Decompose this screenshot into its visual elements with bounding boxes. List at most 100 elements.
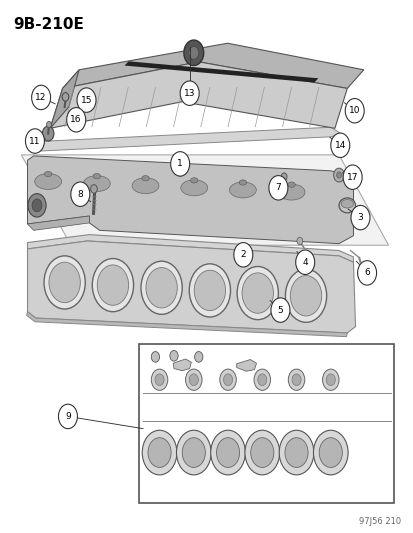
Text: 97J56 210: 97J56 210 (358, 517, 400, 526)
Circle shape (350, 205, 369, 230)
Circle shape (268, 175, 287, 200)
Circle shape (189, 374, 198, 385)
Circle shape (270, 298, 289, 322)
Circle shape (223, 374, 232, 385)
Circle shape (180, 81, 199, 106)
Polygon shape (27, 216, 89, 230)
Text: 9B-210E: 9B-210E (13, 17, 84, 31)
Circle shape (216, 438, 239, 467)
Circle shape (182, 438, 205, 467)
Circle shape (42, 126, 54, 141)
Circle shape (344, 99, 363, 123)
Circle shape (333, 168, 344, 182)
Circle shape (242, 273, 273, 313)
Circle shape (71, 182, 90, 206)
Circle shape (74, 117, 80, 124)
Circle shape (194, 352, 202, 362)
Circle shape (250, 438, 273, 467)
Text: 1: 1 (177, 159, 183, 168)
Ellipse shape (340, 199, 353, 208)
Circle shape (66, 108, 85, 132)
Circle shape (291, 374, 300, 385)
Polygon shape (50, 70, 79, 128)
Circle shape (46, 122, 51, 128)
Text: 16: 16 (70, 115, 82, 124)
Text: 15: 15 (81, 95, 92, 104)
Circle shape (44, 256, 85, 309)
Ellipse shape (142, 175, 149, 181)
Text: 13: 13 (183, 88, 195, 98)
Text: 12: 12 (36, 93, 47, 102)
Polygon shape (21, 155, 388, 245)
Circle shape (219, 369, 236, 390)
Circle shape (169, 351, 178, 361)
Ellipse shape (180, 180, 207, 196)
Polygon shape (26, 312, 347, 337)
Circle shape (278, 430, 313, 475)
Circle shape (342, 165, 361, 189)
Circle shape (183, 40, 203, 66)
Text: 14: 14 (334, 141, 345, 150)
Circle shape (176, 430, 211, 475)
Circle shape (280, 173, 286, 180)
Circle shape (90, 184, 97, 193)
Ellipse shape (132, 177, 159, 193)
Circle shape (357, 261, 376, 285)
Circle shape (318, 438, 342, 467)
Polygon shape (27, 156, 353, 244)
Circle shape (82, 100, 90, 111)
Circle shape (210, 430, 245, 475)
Circle shape (244, 430, 279, 475)
Circle shape (257, 374, 266, 385)
Circle shape (71, 112, 83, 128)
Circle shape (237, 266, 278, 320)
Circle shape (330, 133, 349, 158)
Circle shape (49, 262, 80, 303)
Text: 7: 7 (275, 183, 280, 192)
Circle shape (189, 264, 230, 317)
Ellipse shape (229, 182, 256, 198)
Ellipse shape (93, 173, 100, 179)
Polygon shape (124, 61, 318, 83)
Circle shape (254, 369, 270, 390)
Polygon shape (236, 360, 256, 371)
Polygon shape (27, 235, 353, 262)
Circle shape (77, 88, 96, 112)
Ellipse shape (338, 198, 355, 213)
Ellipse shape (278, 184, 304, 200)
Circle shape (141, 261, 182, 314)
Text: 9: 9 (65, 412, 71, 421)
Circle shape (287, 369, 304, 390)
Polygon shape (27, 241, 355, 333)
Circle shape (25, 129, 44, 154)
Circle shape (151, 352, 159, 362)
Circle shape (285, 269, 326, 322)
Circle shape (151, 369, 167, 390)
Circle shape (32, 199, 42, 212)
Text: 11: 11 (29, 136, 40, 146)
Circle shape (336, 172, 341, 178)
Circle shape (325, 374, 335, 385)
Circle shape (28, 193, 46, 217)
Text: 5: 5 (277, 305, 282, 314)
Circle shape (322, 369, 338, 390)
Circle shape (145, 268, 177, 308)
Circle shape (233, 243, 252, 267)
Ellipse shape (83, 175, 110, 191)
Ellipse shape (190, 177, 197, 183)
Circle shape (313, 430, 347, 475)
Polygon shape (62, 43, 363, 88)
Ellipse shape (287, 182, 294, 187)
Polygon shape (50, 62, 347, 128)
Circle shape (188, 46, 198, 59)
Circle shape (154, 374, 164, 385)
Text: 17: 17 (346, 173, 358, 182)
Circle shape (295, 250, 314, 274)
Circle shape (92, 259, 133, 312)
Text: 2: 2 (240, 251, 245, 260)
Text: 3: 3 (357, 213, 363, 222)
Circle shape (147, 438, 171, 467)
Ellipse shape (44, 171, 52, 176)
Text: 6: 6 (363, 269, 369, 277)
Ellipse shape (35, 173, 62, 189)
